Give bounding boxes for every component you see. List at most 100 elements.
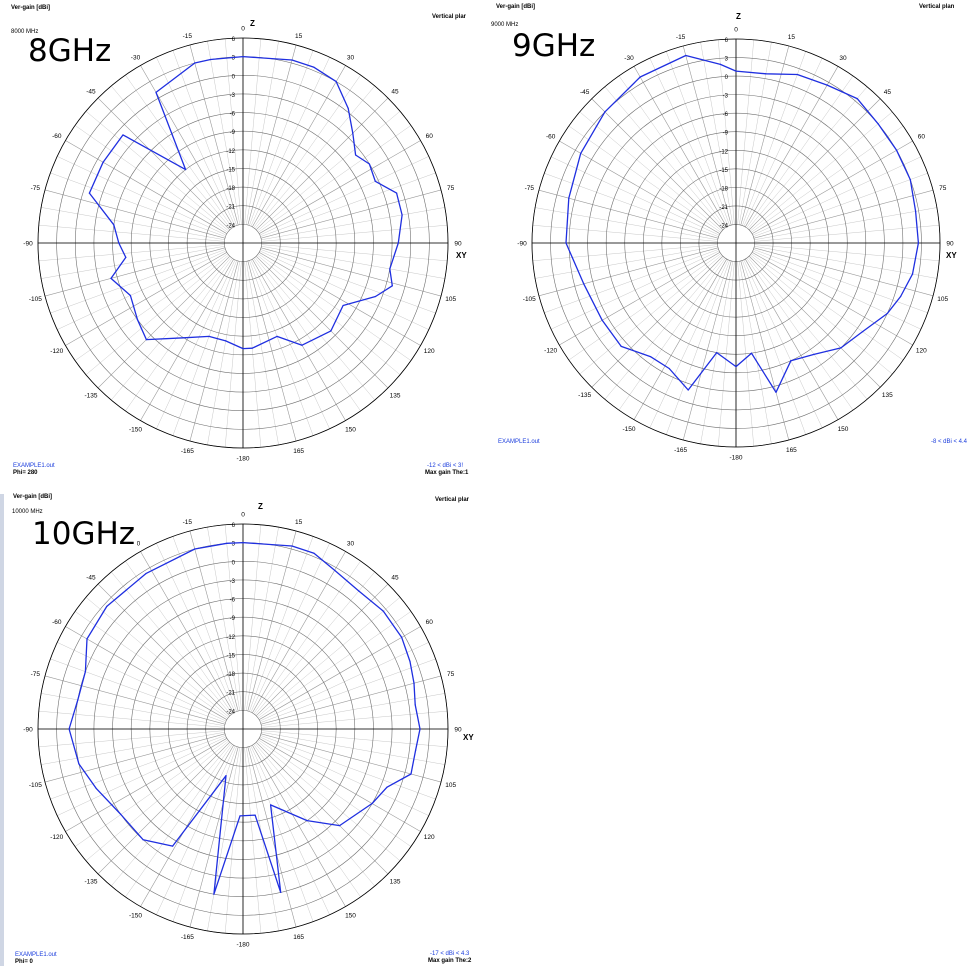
- angle-tick-label: -135: [578, 392, 591, 399]
- big-frequency-label: 8GHz: [26, 33, 114, 69]
- trace-point: [185, 168, 187, 171]
- angle-tick-label: -120: [50, 348, 63, 355]
- angle-tick-label: -135: [84, 879, 97, 886]
- r-tick-label: -21: [226, 691, 235, 697]
- r-tick-label: -15: [719, 168, 728, 174]
- chart-panel-10ghz: 6 3 0 -3 -6 -9 -12 -15 -18 -21 -24 0 15 30 45 60 75 90 105…: [0, 494, 488, 966]
- r-tick-label: -21: [226, 205, 235, 211]
- trace-point: [401, 214, 403, 216]
- r-tick-label: 6: [232, 37, 236, 43]
- angle-tick-label: -105: [29, 782, 42, 789]
- angle-tick-label: 90: [454, 727, 462, 734]
- angle-tick-label: -180: [729, 455, 742, 462]
- angle-tick-label: 150: [345, 427, 356, 434]
- trace-point: [826, 84, 828, 86]
- chart-panel-9ghz: 6 3 0 -3 -6 -9 -12 -15 -18 -21 -24 0 15 30 45 60 75 90 105…: [488, 0, 970, 466]
- trace-point: [251, 347, 253, 349]
- trace-point: [291, 545, 293, 547]
- trace-point: [401, 636, 403, 638]
- angle-tick-label: 135: [882, 392, 893, 399]
- trace-point: [775, 391, 777, 393]
- trace-point: [374, 295, 377, 298]
- trace-point: [389, 268, 391, 270]
- r-tick-label: 6: [232, 523, 236, 529]
- r-tick-label: -6: [230, 112, 236, 118]
- trace-point: [335, 81, 337, 83]
- trace-point: [413, 682, 415, 684]
- trace-point: [386, 786, 388, 788]
- trace-point: [125, 256, 127, 258]
- header-right: Vertical plar: [432, 14, 467, 20]
- r-tick-label: -9: [230, 130, 236, 136]
- r-tick-label: -12: [226, 149, 235, 155]
- trace-point: [410, 773, 412, 775]
- trace-point: [118, 242, 120, 244]
- angle-tick-label: 135: [390, 393, 401, 400]
- big-frequency-label: 10GHz: [30, 516, 138, 552]
- angle-tick-label: 60: [918, 134, 926, 141]
- trace-point: [129, 294, 131, 297]
- r-tick-label: -6: [230, 598, 236, 604]
- r-tick-label: 3: [232, 56, 236, 62]
- angle-tick-label: 90: [454, 241, 462, 248]
- trace-point: [86, 638, 88, 640]
- angle-tick-label: -135: [84, 393, 97, 400]
- r-tick-label: -21: [719, 205, 728, 211]
- trace-point: [687, 389, 689, 391]
- trace-point: [568, 197, 570, 199]
- angle-tick-label: 15: [788, 34, 796, 41]
- angle-tick-label: -120: [50, 834, 63, 841]
- trace-point: [242, 542, 244, 544]
- trace-point: [886, 312, 888, 315]
- header-left: Ver-gain [dBi]: [496, 4, 536, 10]
- r-tick-label: -15: [226, 167, 235, 173]
- trace-point: [291, 59, 293, 61]
- trace-point: [136, 319, 139, 321]
- trace-point: [77, 699, 79, 701]
- angle-tick-label: -150: [129, 427, 142, 434]
- angle-tick-label: 105: [445, 782, 456, 789]
- r-tick-label: 3: [725, 57, 729, 63]
- trace-point: [750, 352, 753, 354]
- big-frequency-label: 9GHz: [510, 28, 598, 64]
- trace-point: [813, 353, 815, 356]
- angle-tick-label: -165: [674, 447, 687, 454]
- r-tick-label: -3: [723, 94, 729, 100]
- angle-tick-label: 165: [293, 448, 304, 455]
- trace-point: [254, 814, 256, 816]
- angle-tick-label: -75: [525, 185, 535, 192]
- trace-point: [914, 210, 917, 212]
- trace-point: [208, 335, 210, 337]
- trace-point: [194, 548, 196, 550]
- trace-point: [796, 73, 798, 76]
- r-tick-label: -15: [226, 653, 235, 659]
- angle-tick-label: -90: [23, 241, 33, 248]
- angle-tick-label: 150: [838, 426, 849, 433]
- angle-tick-label: 90: [946, 241, 954, 248]
- trace-point: [419, 728, 421, 730]
- trace-point: [334, 569, 336, 571]
- footer-range: -17 < dBi < 4.3: [430, 951, 470, 957]
- header-left: Ver-gain [dBi]: [13, 494, 53, 500]
- angle-tick-label: 120: [424, 834, 435, 841]
- trace-point: [276, 335, 278, 337]
- r-tick-label: -12: [226, 635, 235, 641]
- angle-tick-label: -180: [236, 942, 249, 949]
- trace-point: [339, 825, 341, 827]
- r-tick-label: 0: [232, 74, 236, 80]
- trace-point: [347, 107, 349, 109]
- r-tick-label: -24: [226, 709, 235, 715]
- angle-tick-label: 120: [916, 348, 927, 355]
- axis-xy-label: XY: [456, 251, 467, 260]
- angle-tick-label: -30: [624, 55, 634, 62]
- trace-point: [330, 330, 332, 332]
- angle-tick-label: -150: [622, 426, 635, 433]
- r-tick-label: -18: [719, 186, 728, 192]
- footer-range: -12 < dBi < 3!: [427, 463, 464, 469]
- angle-tick-label: -90: [23, 727, 33, 734]
- r-tick-label: -9: [230, 616, 236, 622]
- footer-maxgain: Max gain The:1: [425, 470, 469, 476]
- polar-plot-8ghz: 630-3-6-9-12-15-18-21-240153045607590105…: [23, 26, 462, 463]
- trace-point: [765, 73, 767, 75]
- trace-point: [668, 367, 670, 370]
